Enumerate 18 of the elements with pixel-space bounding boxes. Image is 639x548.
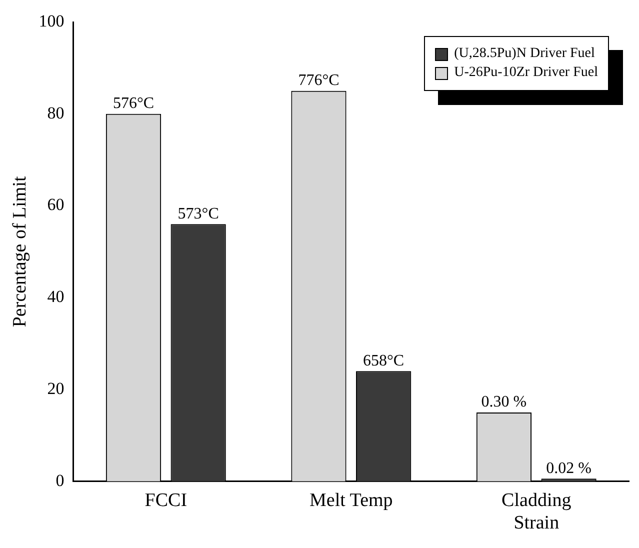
annotation: 776°C	[298, 72, 340, 90]
y-tick-label: 60	[47, 195, 64, 214]
x-tick-label: Cladding Strain	[502, 490, 572, 534]
x-tick-label: Melt Temp	[310, 490, 393, 511]
y-tick-label: 80	[47, 103, 64, 122]
y-axis-title: Percentage of Limit	[9, 176, 30, 328]
annotation: 0.30 %	[481, 394, 527, 411]
y-tick-label: 40	[47, 287, 64, 306]
legend-label: (U,28.5Pu)N Driver Fuel	[454, 46, 595, 62]
annotation: 576°C	[112, 95, 154, 112]
x-tick-label: FCCI	[144, 490, 188, 511]
annotation: 658°C	[363, 352, 404, 370]
annotation: 0.02 %	[546, 460, 592, 477]
annotation: 573°C	[178, 205, 219, 222]
y-tick-label: 100	[38, 11, 64, 30]
legend-label: U-26Pu-10Zr Driver Fuel	[454, 65, 598, 81]
y-tick-label: 0	[56, 470, 64, 490]
y-tick-label: 20	[47, 378, 64, 398]
